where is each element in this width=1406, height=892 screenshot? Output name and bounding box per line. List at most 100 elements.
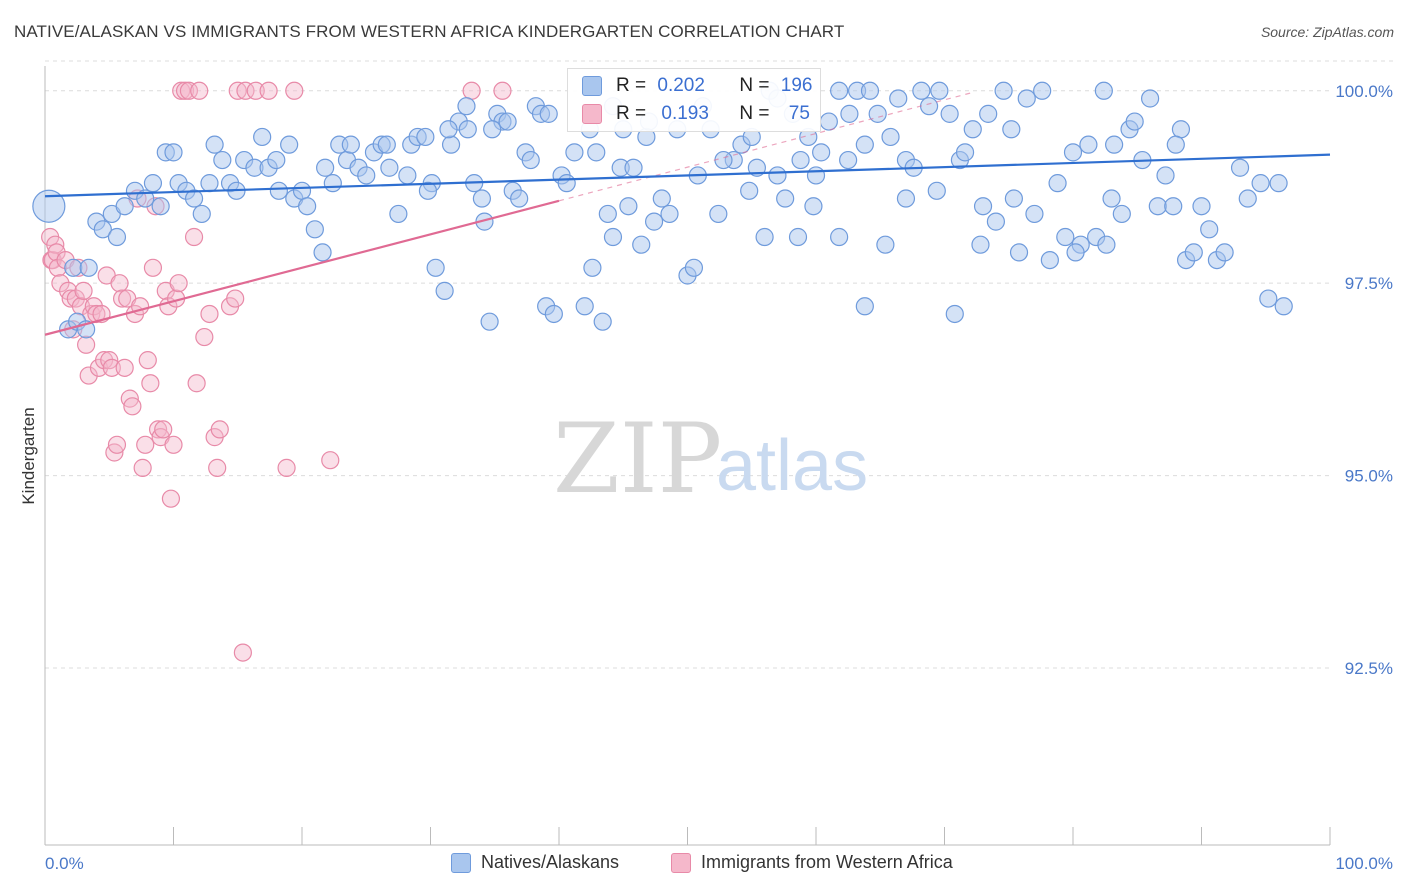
immigrants-point bbox=[79, 366, 98, 385]
natives-point bbox=[709, 204, 728, 224]
legend-swatch-blue bbox=[582, 76, 602, 96]
immigrants-point bbox=[164, 435, 183, 454]
natives-point bbox=[889, 89, 908, 108]
natives-point bbox=[714, 150, 733, 170]
immigrants-point bbox=[161, 489, 181, 508]
immigrants-point bbox=[115, 358, 134, 377]
natives-point bbox=[544, 304, 563, 324]
legend-label-immigrants: Immigrants from Western Africa bbox=[701, 852, 953, 872]
natives-point bbox=[768, 166, 787, 185]
legend-label-natives: Natives/Alaskans bbox=[481, 852, 620, 872]
y-axis-label: Kindergarten bbox=[19, 407, 38, 504]
immigrants-point bbox=[210, 420, 229, 439]
natives-point bbox=[1066, 243, 1085, 262]
natives-point bbox=[840, 104, 859, 123]
natives-point bbox=[583, 258, 602, 277]
natives-point bbox=[868, 104, 887, 123]
immigrants-point bbox=[233, 643, 252, 662]
natives-point bbox=[1125, 112, 1144, 131]
natives-point bbox=[1274, 297, 1293, 316]
n-label: N = bbox=[739, 75, 775, 96]
natives-point bbox=[806, 166, 826, 185]
immigrants-point bbox=[74, 281, 93, 300]
natives-point bbox=[819, 112, 838, 131]
natives-point bbox=[136, 189, 155, 208]
natives-point bbox=[377, 135, 396, 154]
natives-point bbox=[855, 297, 874, 316]
immigrants-point bbox=[277, 458, 296, 477]
natives-point bbox=[587, 143, 606, 162]
n-label: N = bbox=[739, 103, 775, 124]
natives-point bbox=[791, 150, 810, 170]
natives-point bbox=[919, 97, 939, 116]
natives-point bbox=[1171, 120, 1191, 139]
natives-point bbox=[855, 135, 874, 154]
natives-point bbox=[398, 166, 417, 185]
natives-point bbox=[1097, 235, 1116, 254]
natives-point bbox=[79, 258, 98, 277]
correlation-legend: R = 0.202 N = 196 R = 0.193 N = 75 bbox=[567, 68, 821, 132]
immigrants-point bbox=[133, 458, 152, 477]
natives-point bbox=[107, 227, 127, 247]
natives-point bbox=[510, 189, 529, 208]
natives-point bbox=[292, 181, 312, 200]
natives-point bbox=[1094, 81, 1113, 100]
immigrants-point bbox=[169, 274, 188, 293]
natives-point bbox=[896, 189, 916, 208]
natives-point bbox=[881, 127, 900, 147]
immigrants-point bbox=[141, 374, 160, 393]
natives-point bbox=[1230, 158, 1250, 177]
natives-point bbox=[1063, 143, 1083, 162]
natives-point bbox=[1112, 204, 1131, 224]
natives-point bbox=[830, 81, 849, 100]
immigrants-trend-line bbox=[44, 199, 560, 336]
immigrants-point bbox=[143, 258, 163, 277]
natives-point bbox=[213, 150, 232, 170]
immigrants-point bbox=[208, 458, 227, 477]
watermark: ZIP atlas bbox=[553, 403, 868, 515]
immigrants-point bbox=[195, 327, 214, 347]
natives-point bbox=[1102, 189, 1121, 208]
legend-row-natives: R = 0.202 N = 196 bbox=[582, 73, 812, 99]
natives-point bbox=[1215, 243, 1234, 262]
immigrants-point bbox=[107, 435, 127, 454]
natives-point bbox=[1048, 174, 1067, 193]
natives-point bbox=[1105, 135, 1124, 154]
natives-point bbox=[323, 174, 342, 193]
natives-point bbox=[1017, 89, 1036, 108]
natives-point bbox=[788, 227, 808, 247]
r-value: 0.202 bbox=[657, 75, 705, 96]
natives-point bbox=[876, 235, 895, 254]
immigrants-point bbox=[200, 304, 219, 324]
legend-swatch-pink bbox=[582, 104, 602, 124]
chart-title: NATIVE/ALASKAN VS IMMIGRANTS FROM WESTER… bbox=[14, 22, 845, 41]
natives-point bbox=[441, 135, 461, 154]
immigrants-point bbox=[138, 351, 157, 370]
n-value: 196 bbox=[780, 75, 813, 96]
natives-point bbox=[575, 297, 594, 316]
natives-point bbox=[971, 235, 990, 254]
immigrants-point bbox=[95, 351, 114, 370]
natives-point bbox=[973, 197, 993, 216]
immigrants-point bbox=[236, 81, 255, 100]
watermark-zip: ZIP bbox=[553, 403, 722, 515]
natives-point bbox=[660, 204, 679, 224]
immigrants-point bbox=[321, 451, 340, 470]
immigrants-point bbox=[110, 274, 129, 293]
natives-point bbox=[740, 181, 759, 200]
natives-trend-line bbox=[44, 153, 1331, 198]
natives-point bbox=[316, 158, 335, 177]
y-tick-label: 100.0% bbox=[1335, 82, 1393, 101]
natives-point bbox=[812, 143, 831, 162]
natives-point bbox=[151, 197, 170, 216]
natives-point bbox=[192, 204, 211, 224]
natives-point bbox=[986, 212, 1006, 231]
x-tick-label-min: 0.0% bbox=[45, 854, 84, 873]
immigrants-trend-extension bbox=[558, 92, 971, 202]
natives-point bbox=[565, 143, 584, 162]
immigrants-point bbox=[187, 374, 206, 393]
natives-point bbox=[200, 174, 219, 193]
natives-point bbox=[483, 120, 502, 139]
natives-point bbox=[357, 166, 376, 185]
natives-point bbox=[776, 189, 795, 208]
